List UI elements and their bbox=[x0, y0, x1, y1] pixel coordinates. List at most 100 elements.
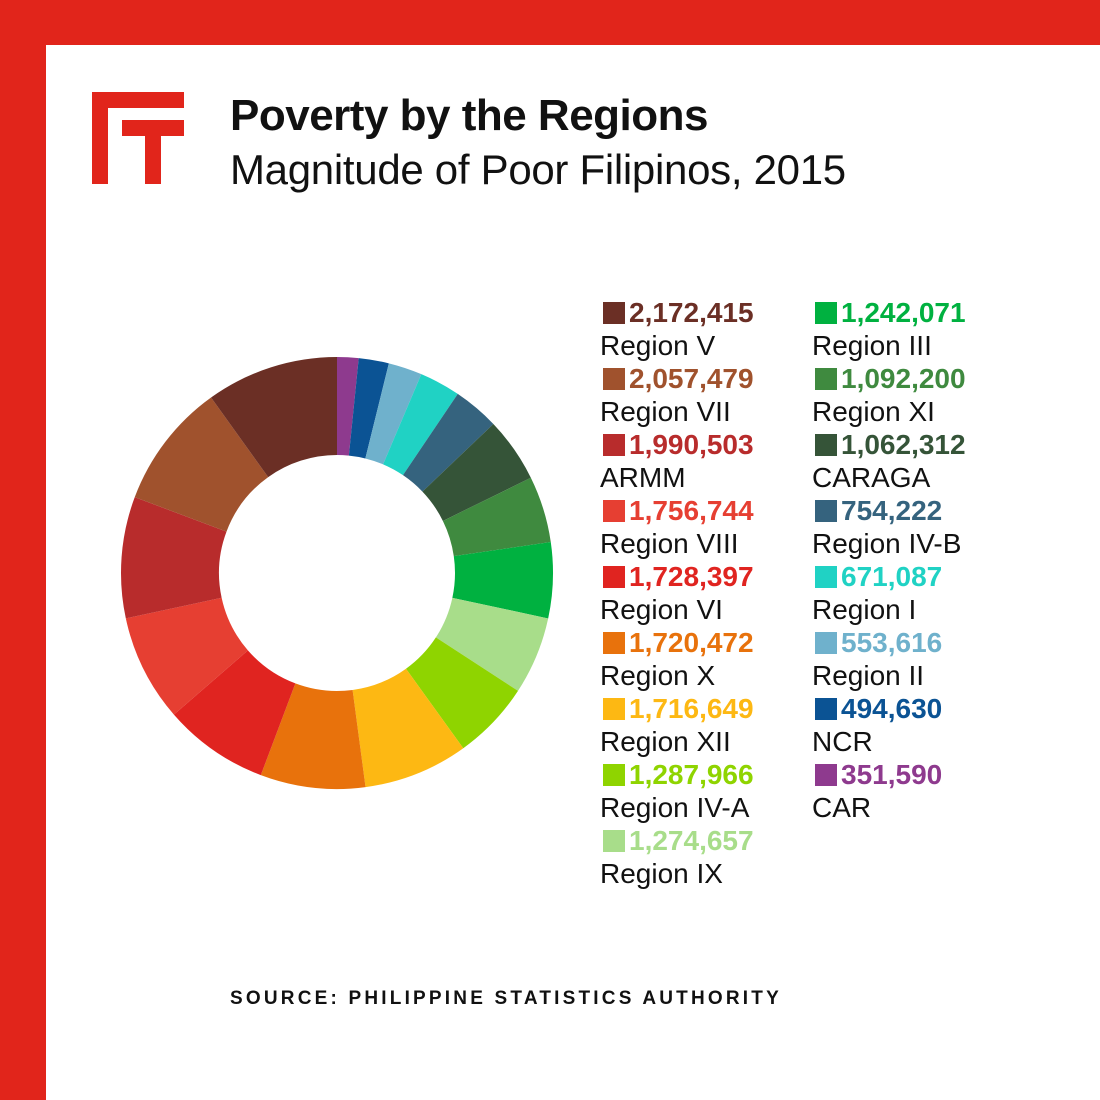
donut-slice-region-iii bbox=[452, 542, 553, 619]
legend-value-row: 1,716,649 bbox=[600, 692, 840, 725]
legend-item-region-ix: 1,274,657 Region IX bbox=[600, 824, 840, 890]
legend-label: Region I bbox=[812, 594, 917, 625]
legend-label: Region VIII bbox=[600, 528, 739, 559]
legend-label: Region IX bbox=[600, 858, 723, 889]
legend-label: CARAGA bbox=[812, 462, 931, 493]
legend-item-region-ii: 553,616 Region II bbox=[812, 626, 1052, 692]
legend-label: Region V bbox=[600, 330, 716, 361]
legend-swatch bbox=[815, 631, 837, 654]
legend-item-ncr: 494,630 NCR bbox=[812, 692, 1052, 758]
legend-label: Region IV-A bbox=[600, 792, 750, 823]
legend-item-armm: 1,990,503 ARMM bbox=[600, 428, 840, 494]
legend-item-region-vi: 1,728,397 Region VI bbox=[600, 560, 840, 626]
legend-value-row: 2,172,415 bbox=[600, 296, 840, 329]
donut-slice-region-viii bbox=[125, 597, 248, 715]
legend-value-row: 1,274,657 bbox=[600, 824, 840, 857]
donut-slice-region-ix bbox=[435, 597, 549, 691]
legend-item-region-iv-a: 1,287,966 Region IV-A bbox=[600, 758, 840, 824]
legend-swatch bbox=[815, 433, 837, 456]
legend-swatch bbox=[815, 367, 837, 390]
legend-value: 2,172,415 bbox=[629, 297, 754, 328]
legend-value: 494,630 bbox=[841, 693, 943, 724]
legend-label: Region IV-B bbox=[812, 528, 962, 559]
legend-value: 1,720,472 bbox=[629, 627, 754, 658]
donut-slice-region-xi bbox=[442, 477, 551, 557]
legend-value-row: 1,756,744 bbox=[600, 494, 840, 527]
donut-slice-region-iv-a bbox=[405, 637, 518, 749]
legend-value-row: 494,630 bbox=[812, 692, 1052, 725]
legend-swatch bbox=[603, 565, 625, 588]
legend-value-row: 1,990,503 bbox=[600, 428, 840, 461]
legend-swatch bbox=[815, 697, 837, 720]
donut-slice-region-xii bbox=[352, 668, 464, 788]
legend-value: 2,057,479 bbox=[629, 363, 754, 394]
legend-swatch bbox=[603, 763, 625, 786]
legend-value: 671,087 bbox=[841, 561, 943, 592]
legend-value-row: 1,092,200 bbox=[812, 362, 1052, 395]
legend-value: 1,756,744 bbox=[629, 495, 754, 526]
donut-slice-region-x bbox=[260, 683, 366, 789]
legend-label: Region III bbox=[812, 330, 932, 361]
legend-swatch bbox=[815, 499, 837, 522]
legend-swatch bbox=[815, 763, 837, 786]
legend-swatch bbox=[603, 631, 625, 654]
donut-slice-region-iv-b bbox=[402, 393, 494, 492]
legend-item-caraga: 1,062,312 CARAGA bbox=[812, 428, 1052, 494]
chart-title: Poverty by the Regions bbox=[230, 91, 709, 140]
legend-value-row: 671,087 bbox=[812, 560, 1052, 593]
legend-value-row: 1,720,472 bbox=[600, 626, 840, 659]
legend-swatch bbox=[603, 367, 625, 390]
legend-value-row: 351,590 bbox=[812, 758, 1052, 791]
legend-value: 553,616 bbox=[841, 627, 943, 658]
legend-swatch bbox=[603, 829, 625, 852]
legend-value-row: 553,616 bbox=[812, 626, 1052, 659]
legend-label: Region X bbox=[600, 660, 716, 691]
legend-value-row: 1,287,966 bbox=[600, 758, 840, 791]
frame-left-bar bbox=[0, 0, 46, 1100]
legend-column-2: 1,242,071 Region III 1,092,200 Region XI 1,0… bbox=[812, 296, 1052, 824]
donut-slice-armm bbox=[121, 497, 227, 619]
legend-label: Region VII bbox=[600, 396, 731, 427]
legend-label: CAR bbox=[812, 792, 872, 823]
legend-item-region-x: 1,720,472 Region X bbox=[600, 626, 840, 692]
legend-swatch bbox=[815, 565, 837, 588]
legend-value-row: 754,222 bbox=[812, 494, 1052, 527]
legend-label: Region XI bbox=[812, 396, 935, 427]
legend-value: 1,062,312 bbox=[841, 429, 966, 460]
legend-swatch bbox=[815, 301, 837, 324]
legend-item-region-v: 2,172,415 Region V bbox=[600, 296, 840, 362]
legend-item-region-iv-b: 754,222 Region IV-B bbox=[812, 494, 1052, 560]
legend-item-car: 351,590 CAR bbox=[812, 758, 1052, 824]
legend-value-row: 1,728,397 bbox=[600, 560, 840, 593]
legend-column-1: 2,172,415 Region V 2,057,479 Region VII 1,99… bbox=[600, 296, 840, 890]
ft-logo-icon bbox=[92, 92, 184, 184]
legend-value: 1,274,657 bbox=[629, 825, 754, 856]
chart-subtitle: Magnitude of Poor Filipinos, 2015 bbox=[230, 146, 846, 193]
legend-item-region-xi: 1,092,200 Region XI bbox=[812, 362, 1052, 428]
donut-slice-ncr bbox=[348, 358, 389, 459]
donut-slice-region-ii bbox=[365, 363, 422, 465]
donut-slice-car bbox=[337, 357, 359, 456]
donut-slice-caraga bbox=[422, 423, 531, 521]
legend-label: NCR bbox=[812, 726, 873, 757]
legend-label: Region II bbox=[812, 660, 925, 691]
legend-item-region-xii: 1,716,649 Region XII bbox=[600, 692, 840, 758]
frame-top-bar bbox=[0, 0, 1100, 45]
legend-value: 351,590 bbox=[841, 759, 943, 790]
legend-label: Region XII bbox=[600, 726, 731, 757]
legend-label: ARMM bbox=[600, 462, 686, 493]
donut-slice-region-i bbox=[383, 374, 458, 476]
legend-swatch bbox=[603, 433, 625, 456]
legend-item-region-vii: 2,057,479 Region VII bbox=[600, 362, 840, 428]
donut-slice-region-vi bbox=[173, 650, 296, 776]
source-note: SOURCE: PHILIPPINE STATISTICS AUTHORITY bbox=[230, 988, 782, 1009]
legend-item-region-i: 671,087 Region I bbox=[812, 560, 1052, 626]
legend-value-row: 2,057,479 bbox=[600, 362, 840, 395]
legend-value: 1,716,649 bbox=[629, 693, 754, 724]
legend-value-row: 1,242,071 bbox=[812, 296, 1052, 329]
legend-value-row: 1,062,312 bbox=[812, 428, 1052, 461]
donut-slice-region-vii bbox=[134, 397, 269, 532]
legend-value: 1,092,200 bbox=[841, 363, 966, 394]
legend-value: 1,728,397 bbox=[629, 561, 754, 592]
